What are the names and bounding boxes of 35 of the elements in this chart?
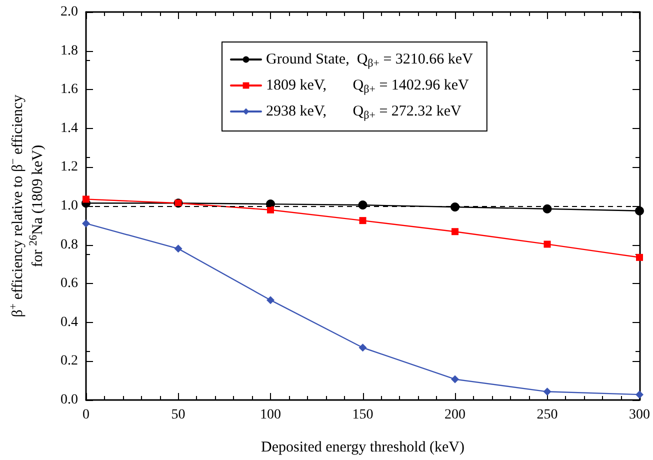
x-tick-label: 200 bbox=[444, 408, 466, 422]
point bbox=[358, 200, 368, 210]
x-tick-label: 250 bbox=[536, 408, 558, 422]
y-tick-label: 0.0 bbox=[60, 392, 78, 408]
point bbox=[266, 296, 274, 304]
x-axis-title: Deposited energy threshold (keV) bbox=[261, 440, 464, 456]
x-tick-label: 50 bbox=[171, 408, 186, 422]
y-tick-label: 0.8 bbox=[60, 237, 78, 252]
y-tick-label: 1.2 bbox=[60, 160, 78, 175]
point bbox=[82, 219, 90, 228]
y-tick-label: 0.2 bbox=[60, 354, 78, 369]
point bbox=[635, 206, 644, 216]
point bbox=[451, 375, 459, 384]
point bbox=[543, 388, 552, 396]
point bbox=[358, 344, 367, 352]
point bbox=[174, 244, 182, 253]
x-tick-label: 0 bbox=[82, 408, 90, 422]
y-tick-label: 2.0 bbox=[60, 4, 78, 20]
point bbox=[450, 202, 460, 212]
point bbox=[636, 254, 643, 261]
point bbox=[82, 196, 90, 203]
y-tick-label: 1.8 bbox=[60, 43, 78, 58]
point bbox=[452, 228, 458, 236]
y-tick-label: 0.4 bbox=[60, 314, 78, 330]
y-tick-label: 1.6 bbox=[60, 82, 78, 98]
point bbox=[267, 206, 274, 214]
point bbox=[542, 204, 552, 214]
y-tick-label: 0.6 bbox=[60, 276, 78, 292]
x-tick-label: 100 bbox=[260, 408, 281, 422]
point bbox=[544, 240, 551, 248]
x-tick-label: 300 bbox=[629, 408, 650, 422]
y-tick-label: 1.0 bbox=[60, 198, 78, 214]
x-tick-label: 150 bbox=[352, 408, 374, 422]
y-tick-label: 1.4 bbox=[60, 120, 78, 136]
point bbox=[359, 217, 366, 224]
